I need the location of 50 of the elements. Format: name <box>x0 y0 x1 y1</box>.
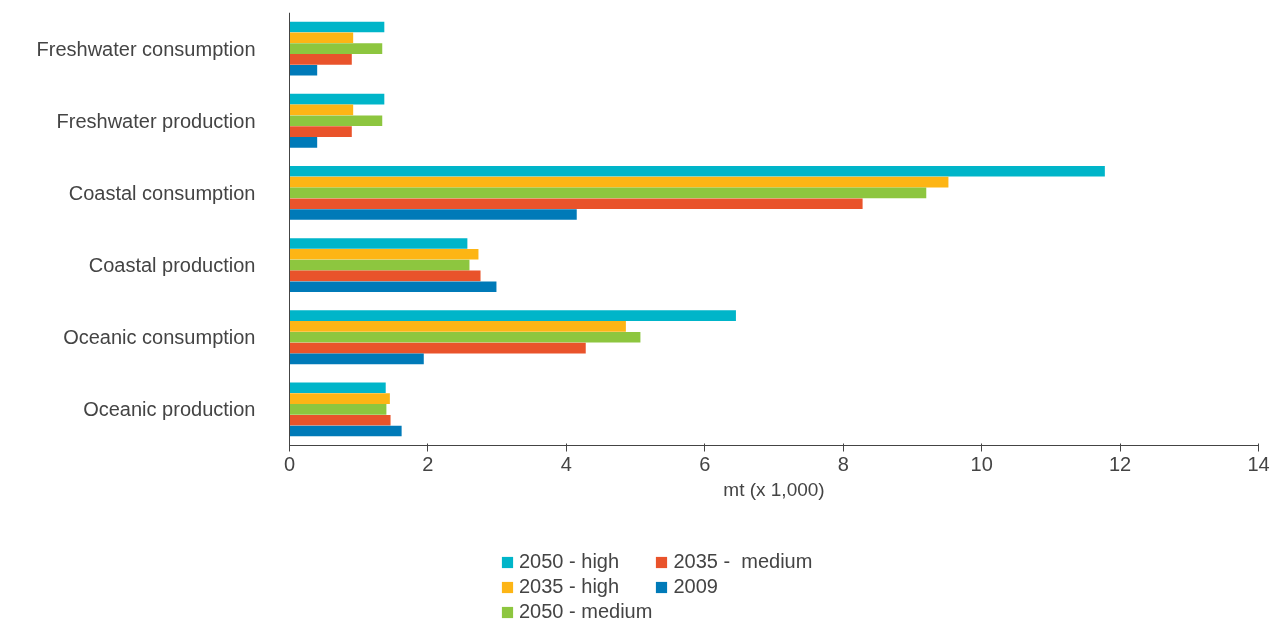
bar <box>289 248 479 260</box>
bar <box>289 281 497 293</box>
bar <box>289 425 402 437</box>
bar <box>289 198 863 210</box>
bar <box>289 342 586 354</box>
bar <box>289 310 736 321</box>
x-tick-label: 6 <box>699 452 711 475</box>
bar <box>289 137 318 148</box>
bar <box>289 104 354 116</box>
bar <box>289 93 385 105</box>
bar <box>289 259 470 271</box>
y-tick-label: Coastal consumption <box>68 181 256 204</box>
legend-label: 2009 <box>673 575 718 598</box>
y-tick-label: Coastal production <box>88 254 256 277</box>
legend-label: 2035 - high <box>519 575 620 598</box>
bar <box>289 32 354 44</box>
bar <box>289 321 626 332</box>
bar <box>289 331 641 343</box>
bar <box>289 209 577 220</box>
bar <box>289 393 390 404</box>
bar <box>289 353 424 365</box>
bar <box>289 382 386 394</box>
y-tick-label: Oceanic consumption <box>63 326 256 349</box>
y-tick-label: Oceanic production <box>83 398 256 421</box>
x-tick-label: 14 <box>1247 452 1270 475</box>
x-axis-title: mt (x 1,000) <box>723 478 825 500</box>
bar <box>289 238 468 249</box>
x-tick-label: 12 <box>1108 452 1132 475</box>
y-tick-label: Freshwater production <box>56 109 256 132</box>
legend-label: 2050 - high <box>519 550 620 573</box>
bar <box>289 115 383 127</box>
x-tick-label: 10 <box>970 452 993 475</box>
x-tick-label: 2 <box>422 452 434 475</box>
bar <box>289 64 318 76</box>
bar <box>289 21 385 33</box>
legend-label: 2035 - medium <box>673 550 813 573</box>
bar <box>289 126 352 137</box>
legend-label: 2050 - medium <box>519 600 653 623</box>
bar <box>289 187 927 199</box>
bar <box>289 43 383 54</box>
bar <box>289 165 1105 177</box>
bar <box>289 404 387 415</box>
bar <box>289 270 481 282</box>
x-tick-label: 4 <box>560 452 572 475</box>
bar <box>289 414 391 426</box>
x-tick-label: 0 <box>283 452 296 475</box>
y-tick-label: Freshwater consumption <box>36 37 256 60</box>
x-tick-label: 8 <box>837 452 849 475</box>
bar <box>289 176 949 188</box>
bar <box>289 54 352 65</box>
